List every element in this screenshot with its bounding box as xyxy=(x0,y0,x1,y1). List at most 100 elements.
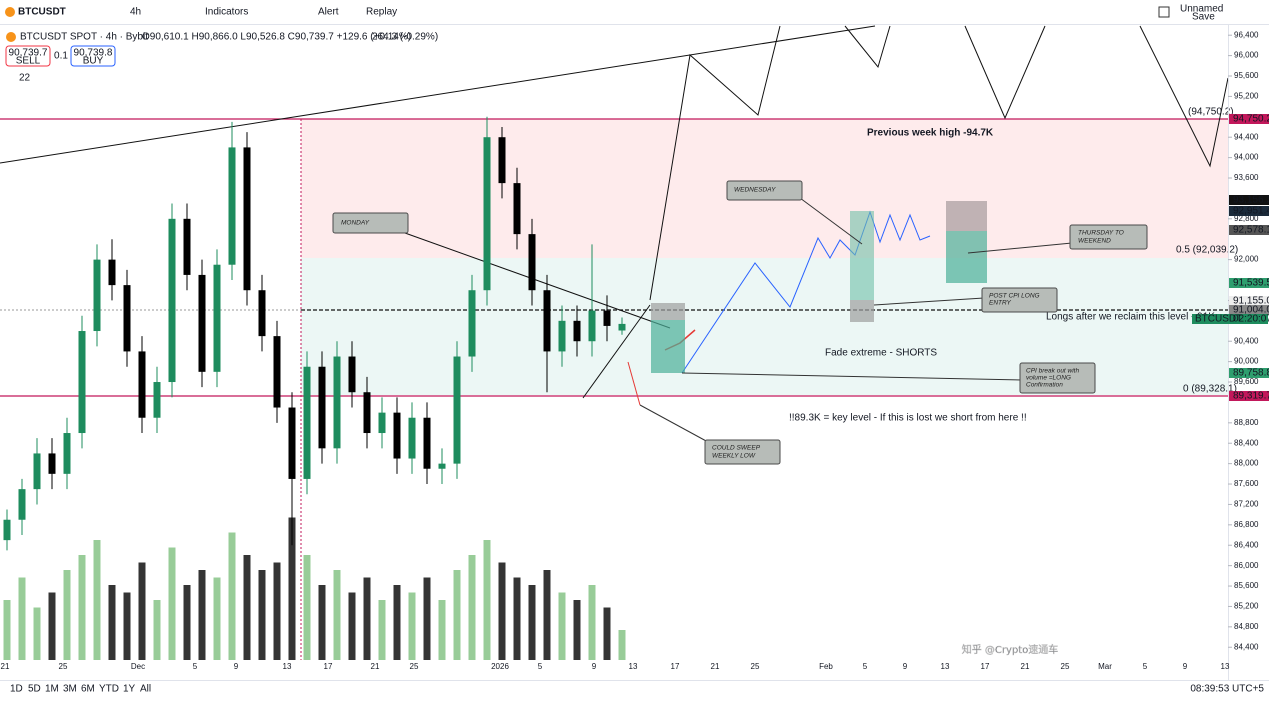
buy-button[interactable] xyxy=(70,45,116,67)
reward-box xyxy=(850,211,874,300)
price-label: 91,155.0 xyxy=(1233,296,1269,307)
x-tick-label: 9 xyxy=(234,662,239,671)
sweep-callout: COULD SWEEP WEEKLY LOW xyxy=(639,404,781,465)
sell-price: 90,739.7 xyxy=(9,48,48,59)
candle-body xyxy=(378,412,386,434)
range-button[interactable]: 1Y xyxy=(123,684,136,695)
range-button[interactable]: 3M xyxy=(63,684,77,695)
range-button[interactable]: 5D xyxy=(28,684,41,695)
monday-callout: MONDAY xyxy=(332,212,409,234)
projection xyxy=(964,25,1046,120)
y-tick-label: 87,200 xyxy=(1234,500,1259,509)
save-button[interactable]: Save xyxy=(1192,12,1215,23)
annotation: Previous week high -94.7K xyxy=(867,128,994,139)
candle-body xyxy=(438,463,446,469)
price-label-bg xyxy=(1229,368,1269,378)
trend-line xyxy=(0,25,876,164)
projection xyxy=(1139,25,1229,168)
layout-name[interactable]: Unnamed xyxy=(1180,4,1223,15)
volume-bar xyxy=(483,540,491,660)
x-tick-label: 17 xyxy=(324,662,333,671)
volume-bar xyxy=(48,592,56,660)
projection xyxy=(844,25,891,69)
callout-text: WEEKEND xyxy=(1078,238,1111,245)
volume-bar xyxy=(528,585,536,660)
y-tick-label: 87,600 xyxy=(1234,479,1259,488)
range-button[interactable]: 6M xyxy=(81,684,95,695)
callout-text: CPI break out with xyxy=(1026,368,1079,375)
volume-bar xyxy=(18,577,26,660)
candle-body xyxy=(558,320,566,352)
candle-body xyxy=(528,234,536,291)
volume-bar xyxy=(153,600,161,660)
legend-ohlc: O90,610.1 H90,866.0 L90,526.8 C90,739.7 … xyxy=(142,32,411,43)
price-label: 91,539.5 xyxy=(1233,278,1269,289)
candle-body xyxy=(333,356,341,449)
price-label-bg xyxy=(1229,225,1269,235)
risk-box xyxy=(946,201,987,231)
sell-label: SELL xyxy=(16,56,41,67)
fib-label: (94,750.2) xyxy=(1188,107,1234,118)
candle-body xyxy=(153,382,161,418)
legend-title: BTCUSDT SPOT · 4h · Bybit xyxy=(20,32,148,43)
candle-body xyxy=(348,356,356,393)
price-label: 93,156.3 xyxy=(1233,195,1269,206)
volume-bar xyxy=(393,585,401,660)
range-button[interactable]: YTD xyxy=(99,684,119,695)
price-label-bg xyxy=(1229,296,1269,306)
x-tick-label: 25 xyxy=(751,662,760,671)
volume-bar xyxy=(558,592,566,660)
candle-body xyxy=(243,147,251,291)
range-button[interactable]: 1D xyxy=(10,684,23,695)
volume-bar xyxy=(108,585,116,660)
volume-bar xyxy=(618,630,626,660)
y-tick-label: 94,000 xyxy=(1234,153,1259,162)
y-tick-label: 88,000 xyxy=(1234,459,1259,468)
y-tick-label: 96,000 xyxy=(1234,51,1259,60)
candle-body xyxy=(513,183,521,235)
y-tick-label: 93,600 xyxy=(1234,173,1259,182)
volume-bar xyxy=(408,592,416,660)
x-tick-label: Feb xyxy=(819,662,833,671)
volume-bar xyxy=(453,570,461,660)
candle-body xyxy=(363,392,371,434)
wedge-line xyxy=(582,304,651,399)
price-label: 94,750.2 xyxy=(1233,114,1269,125)
symbol-button[interactable]: BTCUSDT xyxy=(18,7,66,18)
sell-button[interactable] xyxy=(5,45,51,67)
replay-button[interactable]: Replay xyxy=(366,7,397,18)
alert-button[interactable]: Alert xyxy=(318,7,339,18)
reward-box xyxy=(651,320,685,373)
candle-body xyxy=(213,264,221,372)
callout-text: volume =LONG xyxy=(1026,375,1071,382)
candle-body xyxy=(423,417,431,469)
risk-box xyxy=(651,303,685,320)
price-label: 02:20:07 xyxy=(1233,314,1269,325)
price-label-bg xyxy=(1192,314,1268,324)
candle-body xyxy=(3,519,11,541)
reward-box xyxy=(946,231,987,283)
x-tick-label: 25 xyxy=(1061,662,1070,671)
candle-body xyxy=(573,320,581,342)
range-button[interactable]: All xyxy=(140,684,151,695)
wednesday-callout: WEDNESDAY xyxy=(726,180,863,245)
candle-body xyxy=(48,453,56,474)
interval-button[interactable]: 4h xyxy=(130,7,141,18)
x-tick-label: 9 xyxy=(903,662,908,671)
x-tick-label: 9 xyxy=(592,662,597,671)
volume-bar xyxy=(498,562,506,660)
candle-body xyxy=(543,290,551,352)
candle-body xyxy=(93,259,101,332)
candle-body xyxy=(63,433,71,474)
x-tick-label: 5 xyxy=(193,662,198,671)
buy-label: BUY xyxy=(83,56,104,67)
projection xyxy=(649,25,781,301)
x-tick-label: Dec xyxy=(131,662,145,671)
thursday-callout: THURSDAY TO WEEKEND xyxy=(967,224,1148,254)
range-button[interactable]: 1M xyxy=(45,684,59,695)
callout-text: MONDAY xyxy=(341,220,370,227)
indicators-button[interactable]: Indicators xyxy=(205,7,248,18)
watermark: 知乎 @Crypto速通车 xyxy=(962,643,1059,656)
range-bar: 1D 5D 1M 3M 6M YTD 1Y All xyxy=(10,684,151,695)
indicator-count[interactable]: 22 xyxy=(19,73,31,84)
